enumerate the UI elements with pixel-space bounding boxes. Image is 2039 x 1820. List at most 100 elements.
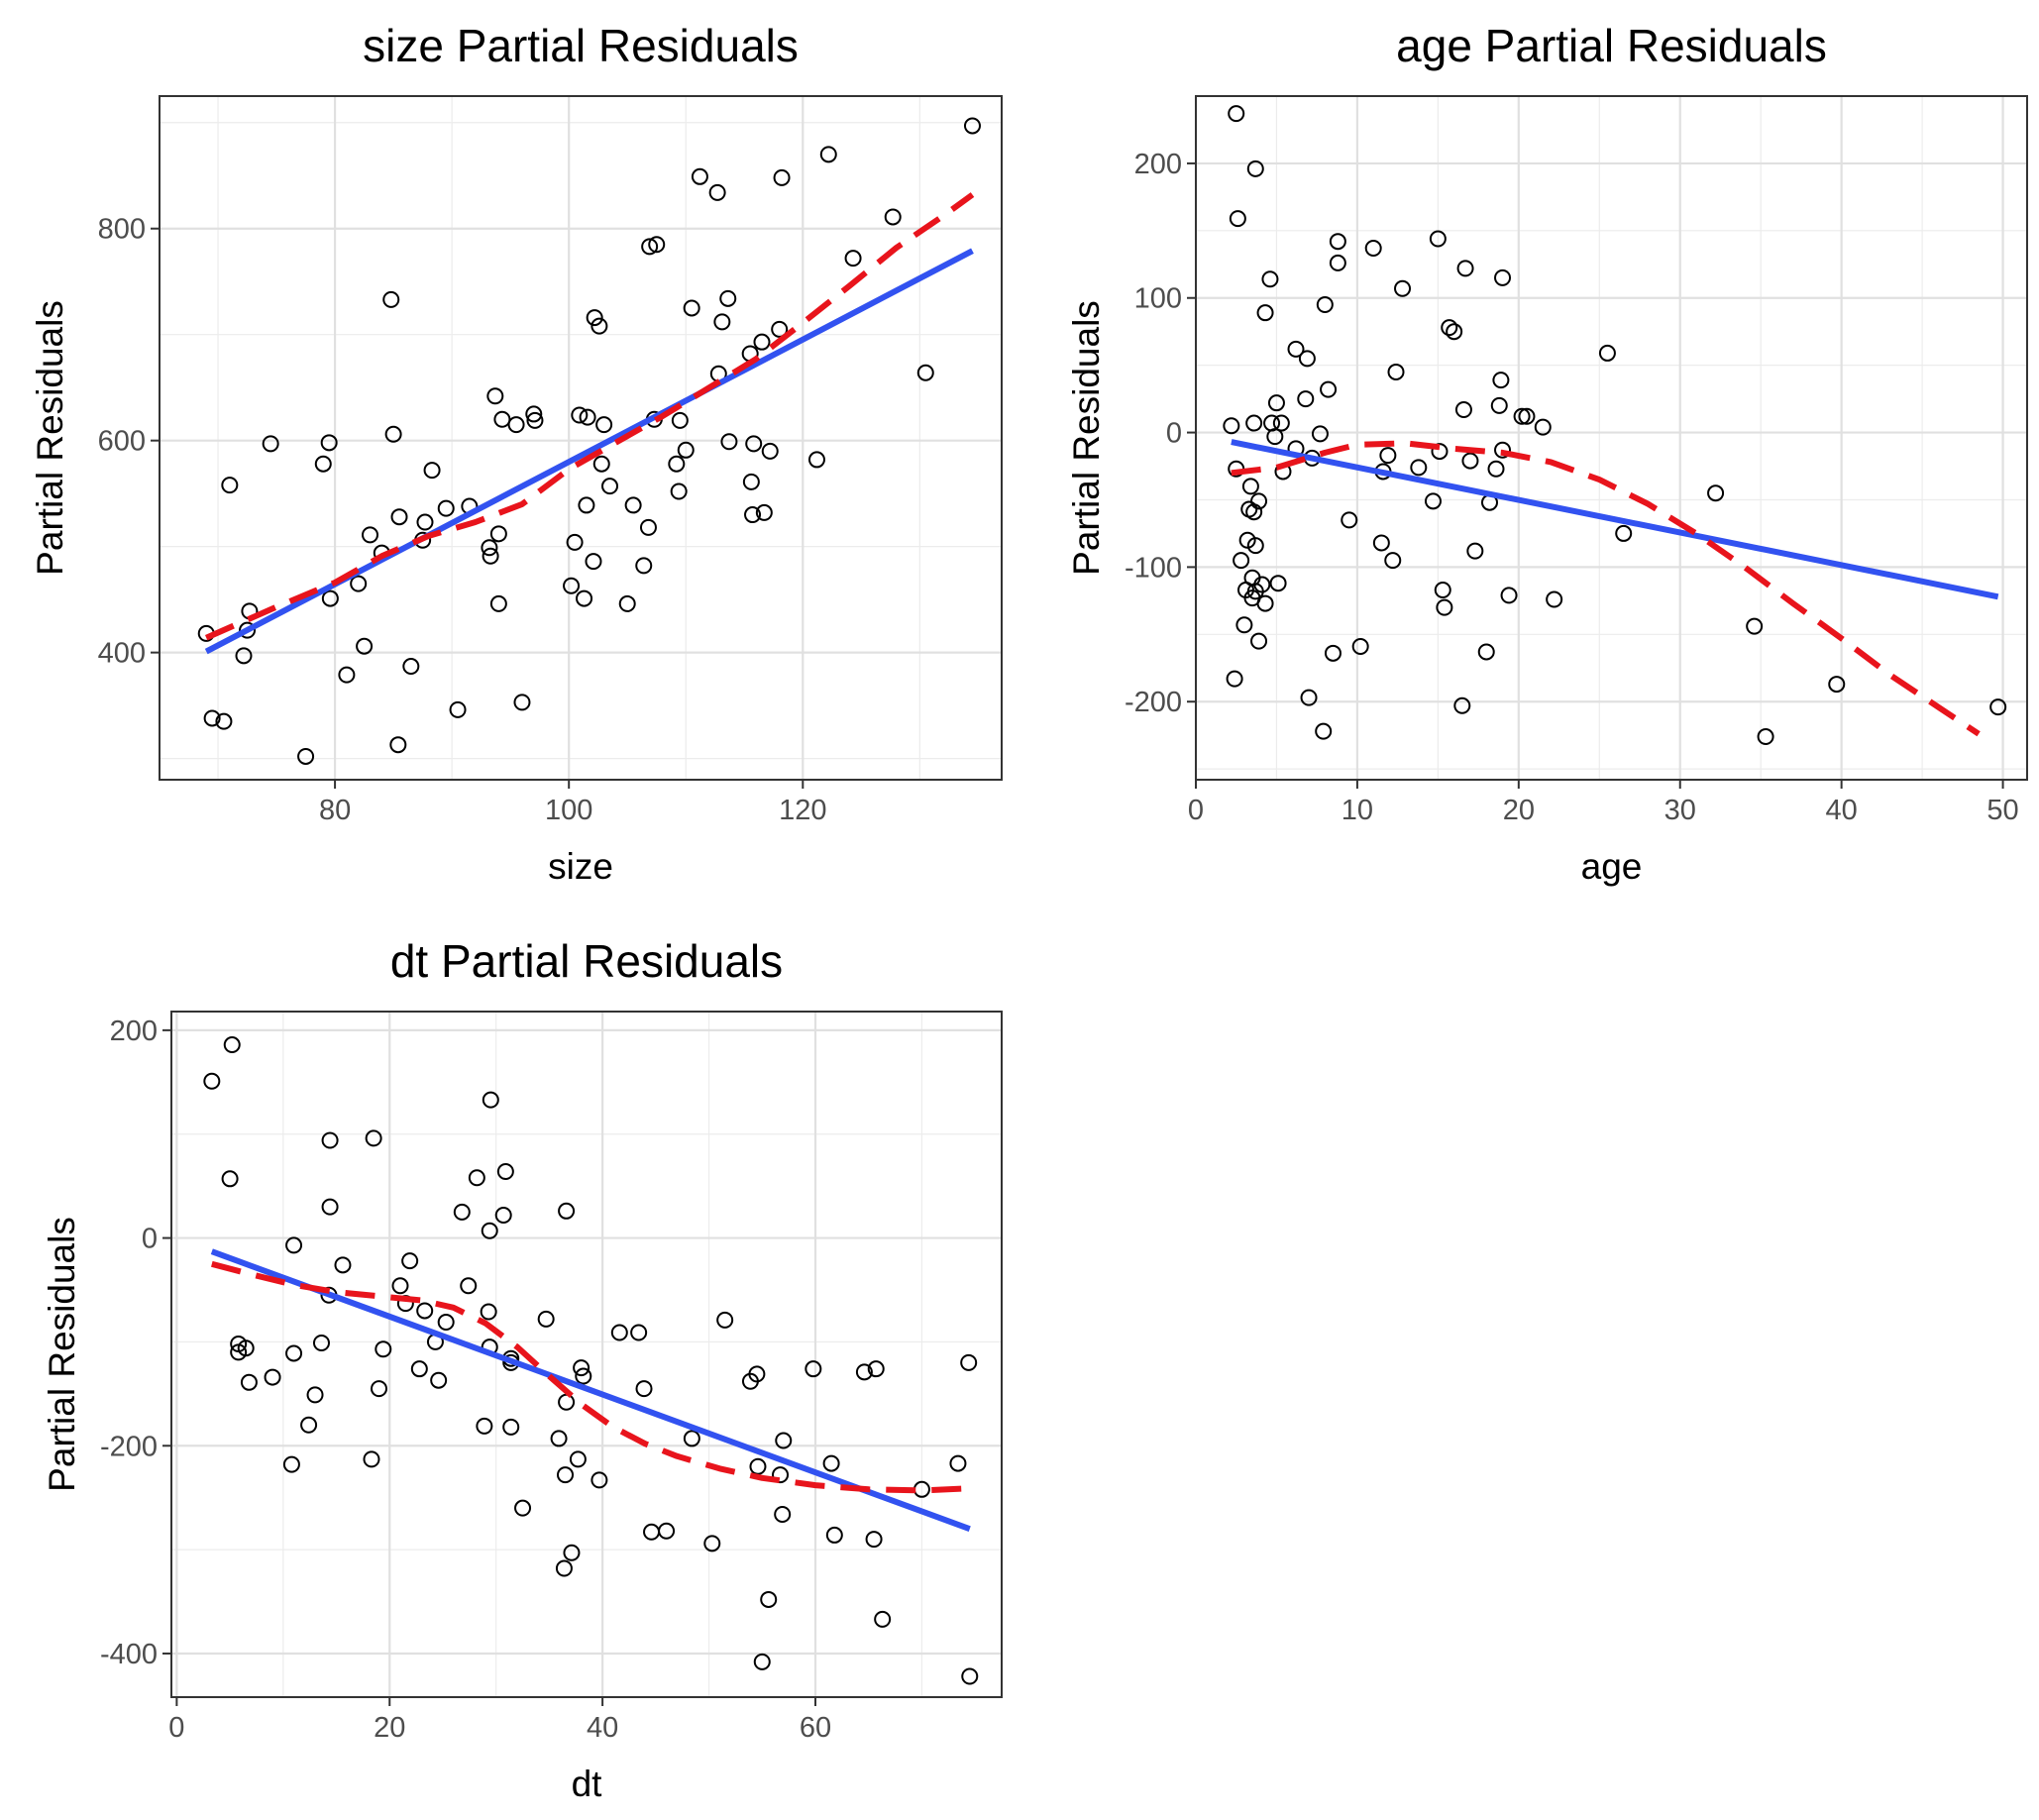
data-point: [744, 506, 762, 524]
data-point: [1351, 638, 1369, 656]
data-point: [713, 313, 731, 331]
data-point: [1329, 233, 1346, 251]
data-point: [590, 1471, 608, 1489]
data-point: [338, 666, 356, 684]
data-point: [1513, 407, 1531, 425]
data-point: [300, 1416, 318, 1434]
data-point: [865, 1531, 883, 1549]
data-point: [321, 1198, 339, 1216]
data-point: [1261, 270, 1279, 288]
data-point: [334, 1256, 352, 1274]
data-point: [1394, 279, 1412, 297]
data-point: [1518, 407, 1536, 425]
data-point: [630, 1324, 648, 1341]
data-point: [382, 290, 400, 308]
data-point: [1266, 428, 1284, 446]
data-point: [264, 1368, 281, 1386]
data-point: [391, 1277, 409, 1295]
x-axis-label: dt: [572, 1764, 603, 1804]
data-point: [221, 477, 239, 494]
data-point: [586, 309, 603, 327]
data-point: [401, 1252, 419, 1270]
data-point: [825, 1526, 843, 1544]
data-point: [1229, 210, 1246, 228]
data-point: [563, 1544, 581, 1561]
data-point: [1453, 696, 1471, 714]
data-point: [221, 1170, 239, 1188]
data-point: [362, 526, 378, 544]
linear-fit-line: [1231, 439, 1999, 600]
y-axis-label: Partial Residuals: [30, 300, 70, 576]
y-axis-label: Partial Residuals: [1066, 300, 1107, 576]
data-point: [573, 1359, 590, 1377]
data-point: [437, 499, 455, 517]
data-point: [514, 1499, 532, 1517]
linear-fit-line: [210, 1248, 971, 1532]
axis-ticks: 0 20 40 60 -400 -200 0 200: [100, 1016, 831, 1744]
data-point: [496, 1162, 514, 1180]
data-point: [494, 1207, 512, 1225]
data-point: [557, 1466, 575, 1484]
data-point: [1311, 425, 1329, 443]
x-tick-label: 120: [779, 795, 826, 826]
data-point: [683, 1430, 700, 1447]
data-point: [822, 1454, 840, 1472]
data-point: [489, 594, 507, 612]
data-point: [748, 1365, 766, 1383]
data-point: [1434, 581, 1451, 598]
data-point: [306, 1386, 324, 1404]
data-point: [716, 1311, 734, 1329]
data-point: [320, 434, 338, 452]
smooth-curve: [204, 192, 975, 641]
y-tick-label: 100: [1134, 283, 1182, 315]
data-point: [1490, 396, 1508, 414]
data-point: [1272, 414, 1290, 432]
data-point: [285, 1236, 303, 1254]
plot-background: [160, 96, 1002, 780]
data-point: [1500, 587, 1518, 604]
grid: [1194, 95, 2027, 780]
data-point: [1828, 676, 1846, 694]
data-point: [1487, 460, 1505, 478]
data-point: [1364, 239, 1382, 257]
data-point: [590, 317, 608, 335]
axis-ticks: 80 100 120 400 600 800: [98, 214, 827, 826]
x-tick-label: 50: [1986, 795, 2018, 826]
data-point: [1757, 728, 1774, 746]
data-point: [237, 1339, 255, 1357]
data-point: [1477, 643, 1495, 661]
data-point: [703, 1535, 721, 1552]
data-point: [563, 577, 581, 594]
y-tick-label: 0: [142, 1224, 158, 1255]
data-point: [1546, 590, 1563, 608]
data-point: [1598, 344, 1616, 362]
data-point: [453, 1203, 471, 1221]
data-point: [1492, 372, 1510, 389]
data-point: [390, 508, 408, 526]
data-point: [223, 1036, 241, 1054]
data-point: [1324, 644, 1341, 662]
data-point: [576, 589, 593, 607]
data-point: [1615, 524, 1633, 542]
data-point: [285, 1344, 303, 1362]
data-point: [321, 1131, 339, 1149]
data-point: [774, 1505, 792, 1523]
data-point: [807, 451, 825, 469]
data-point: [240, 1373, 258, 1391]
data-point: [1245, 503, 1263, 521]
data-point: [1287, 340, 1305, 358]
data-point: [1267, 394, 1285, 412]
data-point: [550, 1430, 568, 1447]
data-point: [648, 236, 666, 254]
data-point: [449, 700, 467, 718]
data-point: [375, 1340, 392, 1358]
x-tick-label: 100: [545, 795, 592, 826]
data-point: [1298, 350, 1316, 368]
data-point: [1534, 418, 1552, 436]
data-point: [1384, 552, 1402, 570]
data-point: [819, 146, 837, 163]
data-point: [356, 637, 374, 655]
data-points: [203, 1036, 979, 1685]
data-point: [526, 411, 544, 429]
data-point: [1424, 492, 1442, 510]
